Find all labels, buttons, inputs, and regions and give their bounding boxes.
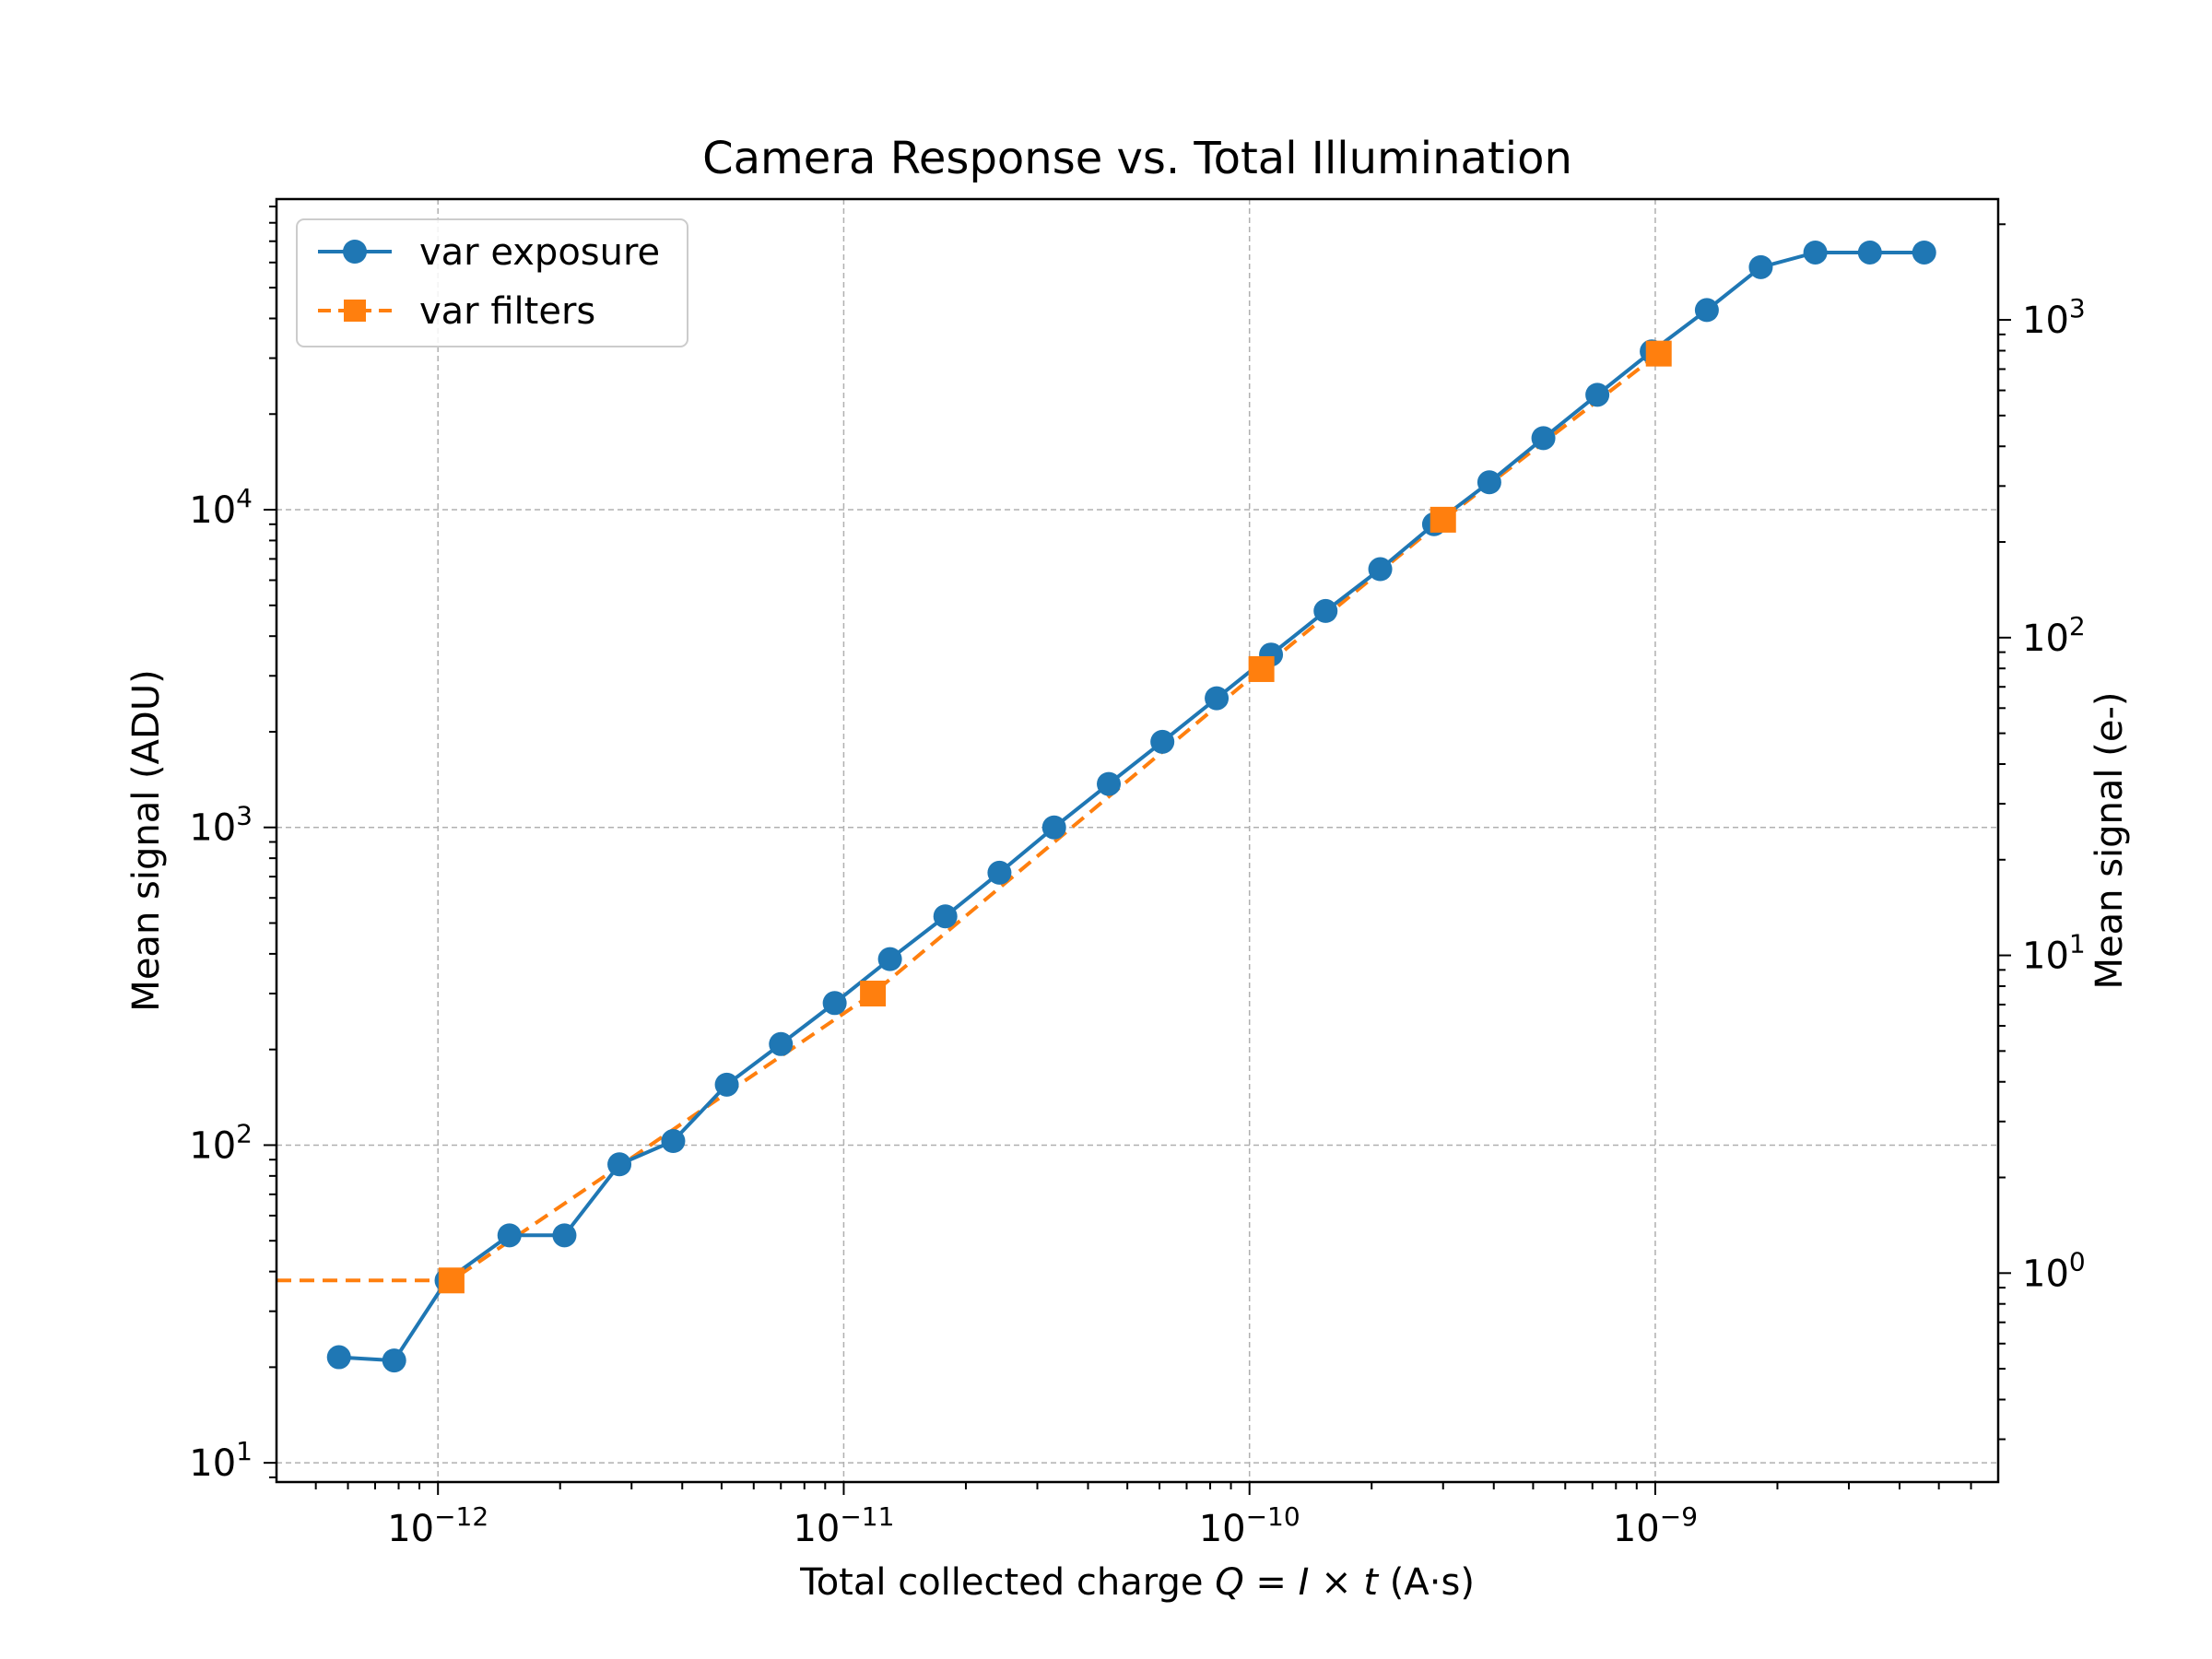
y-right-tick-label: 100 [2022,1246,2086,1295]
y-axis-right: 100 101 102 103 [1998,223,2086,1441]
y-axis-right-label: Mean signal (e-) [2088,692,2131,990]
data-point-var-exposure [1097,771,1122,796]
data-point-var-exposure [1477,470,1501,495]
plot-frame [275,197,2000,1484]
legend-label-var-exposure: var exposure [419,231,660,274]
data-point-var-exposure [714,1072,739,1097]
x-axis-label: Total collected charge Q = I × t (A·s) [799,1561,1475,1604]
data-point-var-exposure [1803,240,1828,265]
data-point-var-exposure [1694,298,1719,323]
data-point-var-exposure [933,904,958,929]
data-point-var-exposure [607,1152,632,1177]
x-axis: 10−12 10−11 10−10 10−9 [314,1482,1972,1550]
data-point-var-exposure [877,947,902,971]
legend-label-var-filters: var filters [419,290,595,333]
y-tick-label: 104 [189,483,253,532]
y-right-tick-label: 102 [2022,611,2086,660]
data-point-var-filters [1248,655,1275,682]
data-point-var-exposure [1313,598,1338,623]
data-point-var-exposure [497,1223,522,1248]
data-point-var-exposure [1205,686,1230,711]
chart-title: Camera Response vs. Total Illumination [702,133,1572,184]
data-point-var-exposure [1150,729,1175,754]
y-tick-label: 102 [189,1118,253,1167]
data-point-var-exposure [326,1345,351,1370]
data-point-var-filters [1430,506,1456,533]
data-point-var-exposure [661,1129,686,1154]
data-point-var-exposure [382,1348,406,1373]
legend-marker-var-filters [344,300,366,322]
legend: var exposure var filters [296,218,688,347]
x-tick-label: 10−9 [1613,1501,1698,1550]
y-axis-label: Mean signal (ADU) [125,669,168,1011]
y-axis-left: 101 102 103 104 [189,206,276,1485]
data-point-var-filters [1645,340,1672,367]
data-point-var-exposure [822,991,847,1016]
data-point-var-exposure [769,1031,794,1056]
x-tick-label: 10−11 [793,1501,894,1550]
y-right-tick-label: 101 [2022,929,2086,978]
series-layer [276,240,1936,1373]
legend-marker-var-exposure [343,240,367,264]
data-point-var-exposure [1531,426,1556,451]
data-point-var-exposure [1748,254,1773,279]
data-point-var-exposure [552,1223,577,1248]
data-point-var-exposure [1368,557,1393,582]
y-right-tick-label: 103 [2022,293,2086,342]
data-point-var-exposure [1041,815,1066,840]
x-tick-label: 10−12 [387,1501,488,1550]
data-point-var-filters [860,980,887,1006]
x-tick-label: 10−10 [1199,1501,1300,1550]
data-point-var-exposure [1585,382,1610,407]
series-line-var-filters [276,352,1660,1283]
data-point-var-filters [438,1267,465,1294]
data-point-var-exposure [987,860,1012,885]
data-point-var-exposure [1857,240,1882,265]
y-tick-label: 101 [189,1436,253,1485]
data-point-var-exposure [1912,240,1936,265]
y-tick-label: 103 [189,801,253,850]
legend-box [296,218,688,347]
grid [276,199,1998,1482]
